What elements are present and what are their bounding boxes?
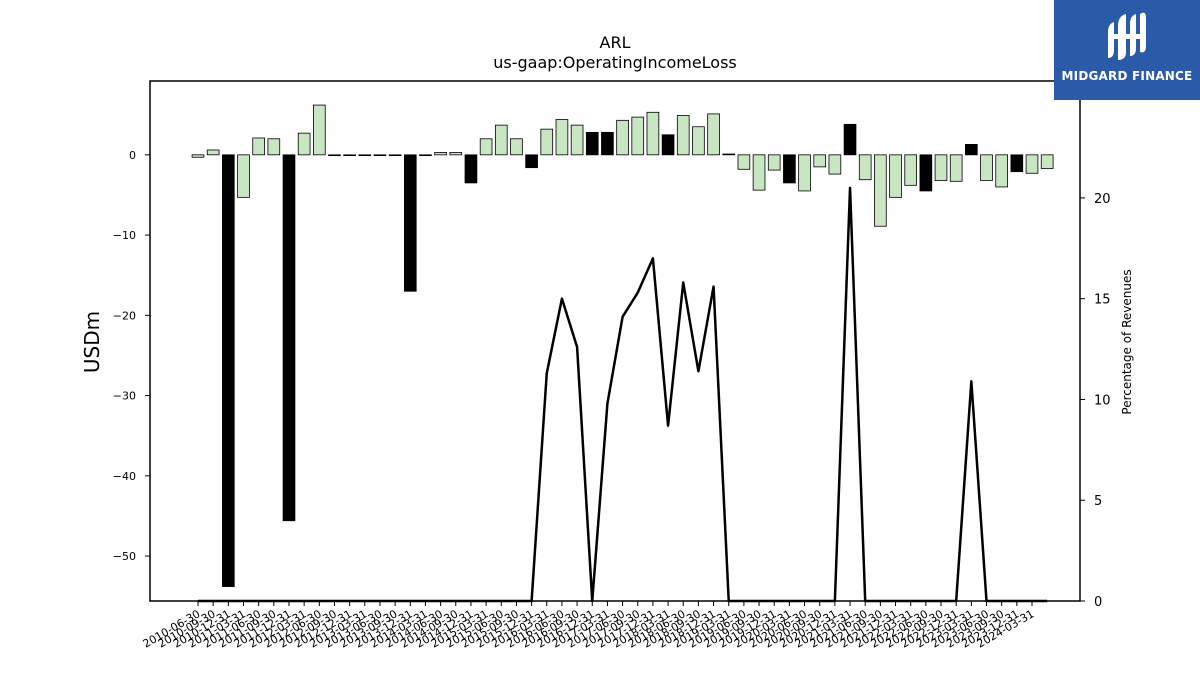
y2-axis-label: Percentage of Revenues bbox=[1120, 269, 1134, 414]
bar-2016-12-31 bbox=[585, 131, 599, 156]
bar-2016-03-31 bbox=[540, 128, 554, 156]
bar-2020-03-31 bbox=[783, 154, 796, 184]
bar-2014-06-30 bbox=[434, 152, 447, 156]
axes: 0−10−20−30−40−50051015202010-06-302010-0… bbox=[113, 80, 1111, 651]
bar-2020-12-31 bbox=[828, 154, 842, 175]
y2-tick-label: 15 bbox=[1094, 293, 1111, 308]
y-tick-label: −30 bbox=[113, 390, 136, 403]
bar-2011-09-30 bbox=[267, 138, 281, 156]
bar-2017-03-31 bbox=[601, 131, 614, 156]
y-axis-label: USDm bbox=[80, 311, 104, 373]
bar-2014-03-31 bbox=[419, 154, 432, 157]
bar-2013-12-31 bbox=[403, 154, 417, 292]
bar-2019-12-31 bbox=[767, 154, 781, 171]
bar-2017-09-30 bbox=[631, 116, 645, 156]
y-tick-label: −10 bbox=[113, 229, 136, 242]
bar-2022-12-31 bbox=[949, 154, 963, 182]
bar-2023-12-31 bbox=[1010, 154, 1024, 173]
bar-2018-09-30 bbox=[692, 126, 705, 156]
bar-2015-09-30 bbox=[510, 138, 523, 156]
bar-2012-06-30 bbox=[312, 104, 326, 156]
bar-2017-12-31 bbox=[646, 111, 660, 156]
y-tick-label: −20 bbox=[113, 309, 136, 322]
chart-subtitle: us-gaap:OperatingIncomeLoss bbox=[493, 53, 737, 72]
bar-2017-06-30 bbox=[616, 119, 629, 156]
bar-series bbox=[191, 104, 1054, 587]
bar-2020-06-30 bbox=[798, 154, 811, 192]
chart-title: ARL bbox=[600, 33, 631, 52]
bar-2010-12-31 bbox=[222, 154, 235, 587]
bar-2019-06-30 bbox=[737, 154, 751, 170]
bar-2023-06-30 bbox=[980, 154, 993, 181]
bar-2021-12-31 bbox=[889, 154, 902, 198]
bar-2015-06-30 bbox=[494, 124, 508, 156]
bar-2014-09-30 bbox=[449, 152, 463, 156]
bar-2015-12-31 bbox=[525, 154, 538, 169]
bar-2021-06-30 bbox=[858, 154, 872, 181]
bar-2013-03-31 bbox=[358, 154, 372, 157]
bar-2021-03-31 bbox=[843, 123, 857, 156]
percentage-line-series bbox=[198, 186, 1048, 603]
bar-2018-03-31 bbox=[661, 134, 675, 156]
bar-2011-12-31 bbox=[282, 154, 296, 522]
midgard-finance-logo: MIDGARD FINANCE bbox=[1054, 0, 1200, 100]
bar-2022-03-31 bbox=[904, 154, 918, 186]
y2-tick-label: 0 bbox=[1094, 595, 1102, 610]
y2-tick-label: 5 bbox=[1094, 494, 1102, 509]
bar-2023-03-31 bbox=[965, 143, 978, 156]
bar-2016-09-30 bbox=[570, 124, 584, 156]
bar-2013-06-30 bbox=[373, 154, 387, 157]
bar-undefined bbox=[1040, 154, 1054, 169]
bar-2016-06-30 bbox=[555, 119, 569, 156]
plot-frame bbox=[149, 80, 1081, 602]
percentage-line bbox=[198, 186, 1048, 603]
bar-2023-09-30 bbox=[995, 154, 1008, 188]
bar-2010-06-30 bbox=[191, 154, 205, 158]
bar-2013-09-30 bbox=[388, 154, 402, 157]
bar-2010-09-30 bbox=[206, 149, 220, 156]
bar-2022-06-30 bbox=[919, 154, 933, 192]
y-tick-label: −50 bbox=[113, 550, 136, 563]
y-tick-label: 0 bbox=[129, 149, 136, 162]
bar-2021-09-30 bbox=[874, 154, 887, 227]
y2-tick-label: 20 bbox=[1094, 192, 1111, 207]
midgard-logo-icon bbox=[1108, 12, 1146, 60]
bar-2020-09-30 bbox=[813, 154, 827, 168]
bar-2015-03-31 bbox=[479, 138, 493, 156]
bar-2014-12-31 bbox=[464, 154, 478, 184]
y2-tick-label: 10 bbox=[1094, 393, 1111, 408]
bar-2019-03-31 bbox=[722, 153, 736, 156]
bar-2012-12-31 bbox=[343, 154, 356, 157]
bar-2018-12-31 bbox=[707, 113, 720, 156]
logo-text: MIDGARD FINANCE bbox=[1061, 69, 1193, 83]
bar-2022-09-30 bbox=[934, 154, 948, 181]
bar-2018-06-30 bbox=[676, 115, 690, 156]
bar-2012-03-31 bbox=[297, 132, 311, 156]
y-tick-label: −40 bbox=[113, 470, 136, 483]
bar-2019-09-30 bbox=[752, 154, 766, 191]
bar-2012-09-30 bbox=[328, 154, 341, 157]
bar-2011-03-31 bbox=[237, 154, 250, 198]
bar-2024-03-31 bbox=[1025, 154, 1039, 174]
bar-2011-06-30 bbox=[252, 137, 265, 156]
